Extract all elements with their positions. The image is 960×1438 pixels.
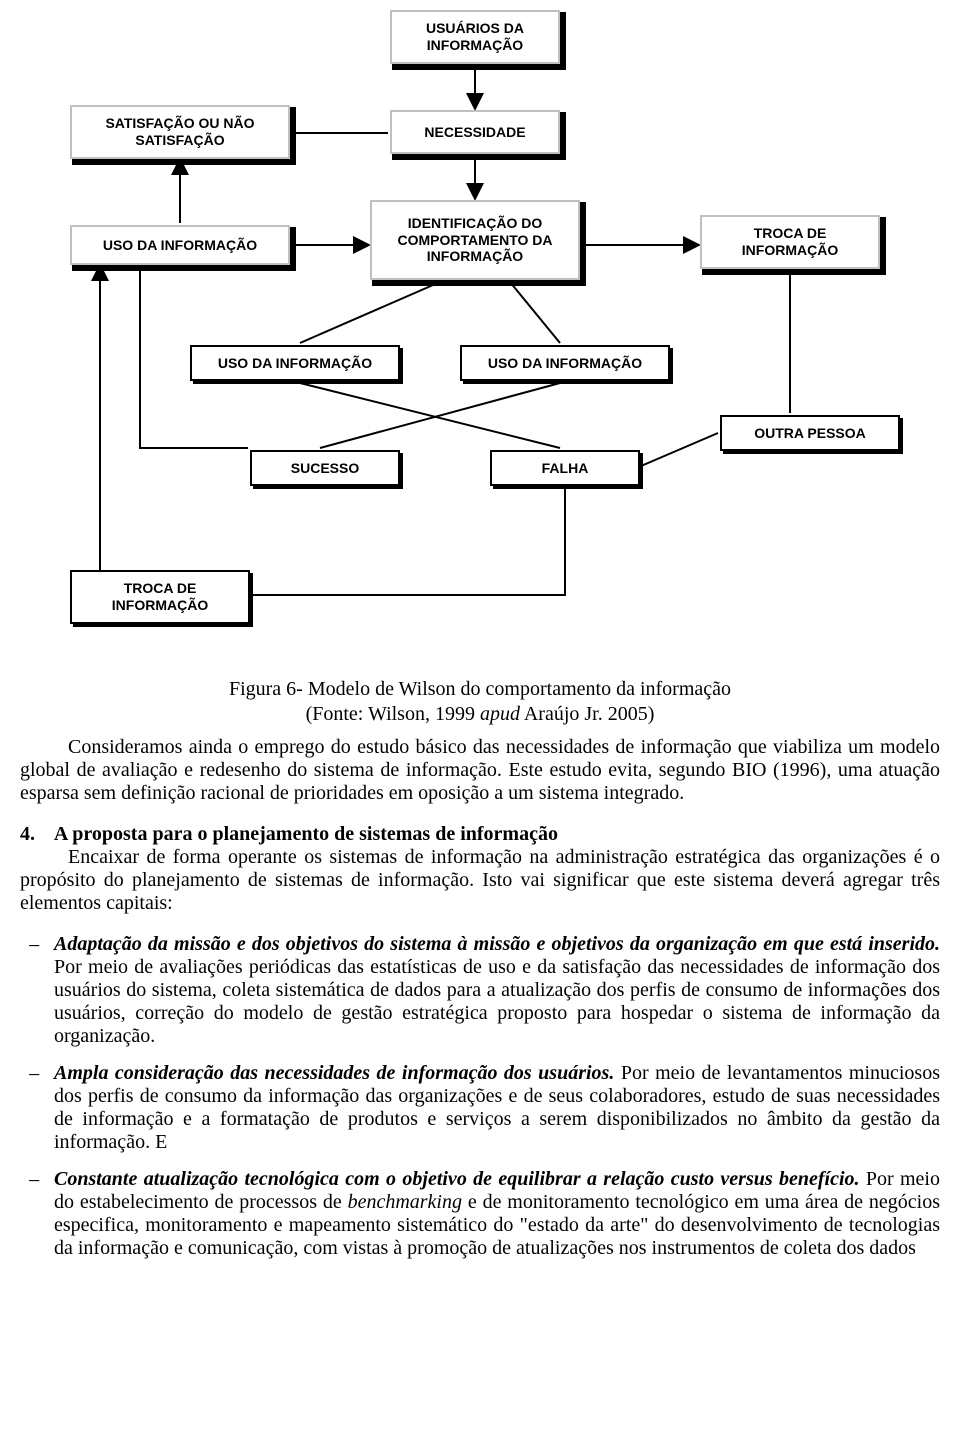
- node-ident: IDENTIFICAÇÃO DOCOMPORTAMENTO DAINFORMAÇ…: [370, 200, 580, 280]
- list-item: Ampla consideração das necessidades de i…: [20, 1062, 940, 1154]
- paragraph-2: Encaixar de forma operante os sistemas d…: [20, 846, 940, 915]
- node-usuarios: USUÁRIOS DAINFORMAÇÃO: [390, 10, 560, 64]
- list-item: Constante atualização tecnológica com o …: [20, 1168, 940, 1260]
- figure-source: (Fonte: Wilson, 1999 apud Araújo Jr. 200…: [20, 703, 940, 726]
- node-uso1: USO DA INFORMAÇÃO: [70, 225, 290, 265]
- paragraph-1: Consideramos ainda o emprego do estudo b…: [20, 736, 940, 805]
- flowchart-diagram: USUÁRIOS DAINFORMAÇÃO SATISFAÇÃO OU NÃOSA…: [0, 0, 960, 660]
- list-item: Adaptação da missão e dos objetivos do s…: [20, 933, 940, 1048]
- node-falha: FALHA: [490, 450, 640, 486]
- figure-caption: Figura 6- Modelo de Wilson do comportame…: [20, 678, 940, 701]
- node-necess: NECESSIDADE: [390, 110, 560, 154]
- bullet-list: Adaptação da missão e dos objetivos do s…: [20, 933, 940, 1260]
- node-uso3: USO DA INFORMAÇÃO: [460, 345, 670, 381]
- node-troca2: TROCA DEINFORMAÇÃO: [70, 570, 250, 624]
- section-heading: 4. A proposta para o planejamento de sis…: [20, 823, 940, 846]
- node-satisf: SATISFAÇÃO OU NÃOSATISFAÇÃO: [70, 105, 290, 159]
- node-sucesso: SUCESSO: [250, 450, 400, 486]
- diagram-connectors: [0, 0, 960, 660]
- node-outra: OUTRA PESSOA: [720, 415, 900, 451]
- node-uso2: USO DA INFORMAÇÃO: [190, 345, 400, 381]
- node-troca1: TROCA DEINFORMAÇÃO: [700, 215, 880, 269]
